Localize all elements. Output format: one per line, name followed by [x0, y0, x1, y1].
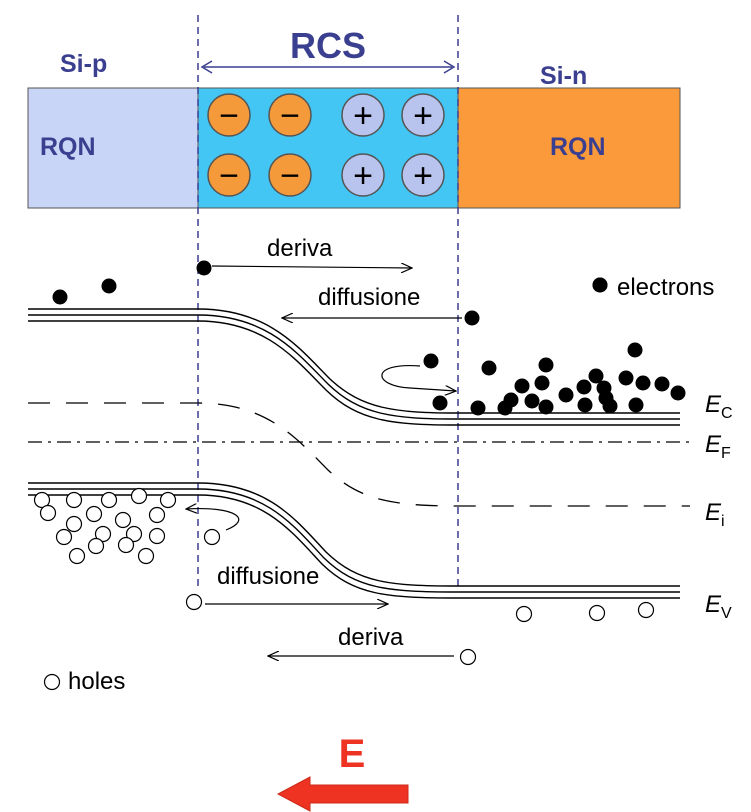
positive-ion: + [341, 153, 385, 197]
hole [137, 547, 155, 565]
legend-holes-label: holes [68, 668, 125, 695]
electron [196, 260, 212, 276]
p-quasi-neutral-label: RQN [40, 133, 96, 161]
hole [114, 511, 132, 529]
p-type-label: Si-p [60, 50, 107, 78]
hole [637, 601, 655, 619]
hole-diffusion-label: diffusione [217, 563, 319, 590]
electric-field-label: E [339, 732, 366, 776]
depletion-region-label: RCS [290, 25, 366, 66]
electron [635, 375, 651, 391]
positive-ion: + [401, 93, 445, 137]
intrinsic-level-label: Ei [705, 499, 725, 530]
hole [65, 491, 83, 509]
electron [481, 360, 497, 376]
negative-ion: − [207, 153, 251, 197]
valence-band-label: EV [705, 591, 732, 622]
hole [148, 506, 166, 524]
depletion-width-arrowhead-left [200, 60, 213, 74]
hole [87, 537, 105, 555]
electron [588, 368, 604, 384]
legend-electrons-label: electrons [617, 274, 714, 301]
hole-drift-label: deriva [338, 624, 404, 651]
hole [68, 547, 86, 565]
hole [148, 527, 166, 545]
electron [538, 399, 554, 415]
n-region-block [457, 87, 681, 209]
electron [577, 397, 593, 413]
svg-text:−: − [280, 157, 300, 195]
electron [576, 379, 592, 395]
intrinsic-level [28, 402, 690, 507]
n-quasi-neutral-label: RQN [550, 133, 606, 161]
electron [101, 278, 117, 294]
positive-ion: + [341, 93, 385, 137]
electron [538, 357, 554, 373]
n-type-label: Si-n [540, 62, 587, 90]
electron [52, 289, 68, 305]
negative-ion: − [268, 93, 312, 137]
svg-text:+: + [353, 157, 373, 195]
electron-reflection-arrow [381, 364, 456, 391]
electric-field-arrow [276, 776, 409, 812]
electron [627, 342, 643, 358]
valence-band-edge [28, 482, 680, 599]
hole [65, 515, 83, 533]
hole [85, 505, 103, 523]
hole [130, 487, 148, 505]
hole [203, 528, 221, 546]
electron [423, 353, 439, 369]
svg-text:−: − [280, 97, 300, 135]
svg-text:−: − [219, 157, 239, 195]
hole [55, 528, 73, 546]
hole-reflection-arrow [186, 509, 240, 531]
electron [464, 310, 480, 326]
hole [33, 491, 51, 509]
depletion-width-arrowhead-right [443, 60, 456, 74]
hole [94, 525, 112, 543]
conduction-band-label: EC [705, 391, 733, 422]
electron [503, 392, 519, 408]
svg-text:+: + [413, 157, 433, 195]
electron [524, 393, 540, 409]
p-region-block [27, 87, 199, 209]
hole [185, 593, 203, 611]
electron-cluster [52, 260, 686, 416]
electron [514, 378, 530, 394]
hole [125, 525, 143, 543]
hole [588, 604, 606, 622]
electron [602, 398, 618, 414]
positive-ion: + [401, 153, 445, 197]
hole-cluster [33, 487, 655, 666]
svg-text:+: + [353, 97, 373, 135]
electron-drift-arrow [211, 266, 412, 268]
electron [558, 387, 574, 403]
fermi-level-label: EF [705, 431, 731, 462]
hole [117, 536, 135, 554]
legend-electron-icon [592, 277, 608, 293]
electron [534, 375, 550, 391]
negative-ion: − [268, 153, 312, 197]
electron-diffusion-label: diffusione [318, 284, 420, 311]
conduction-band-edge [28, 308, 680, 426]
svg-text:+: + [413, 97, 433, 135]
hole [515, 605, 533, 623]
hole [39, 504, 57, 522]
electron [628, 397, 644, 413]
electron-drift-label: deriva [267, 235, 333, 262]
electron [432, 395, 448, 411]
negative-ion: − [207, 93, 251, 137]
legend-hole-icon [43, 673, 61, 691]
electron [670, 385, 686, 401]
electron [654, 376, 670, 392]
electron [470, 400, 486, 416]
hole [100, 491, 118, 509]
hole [159, 491, 177, 509]
svg-text:−: − [219, 97, 239, 135]
electron [618, 370, 634, 386]
hole [459, 648, 477, 666]
